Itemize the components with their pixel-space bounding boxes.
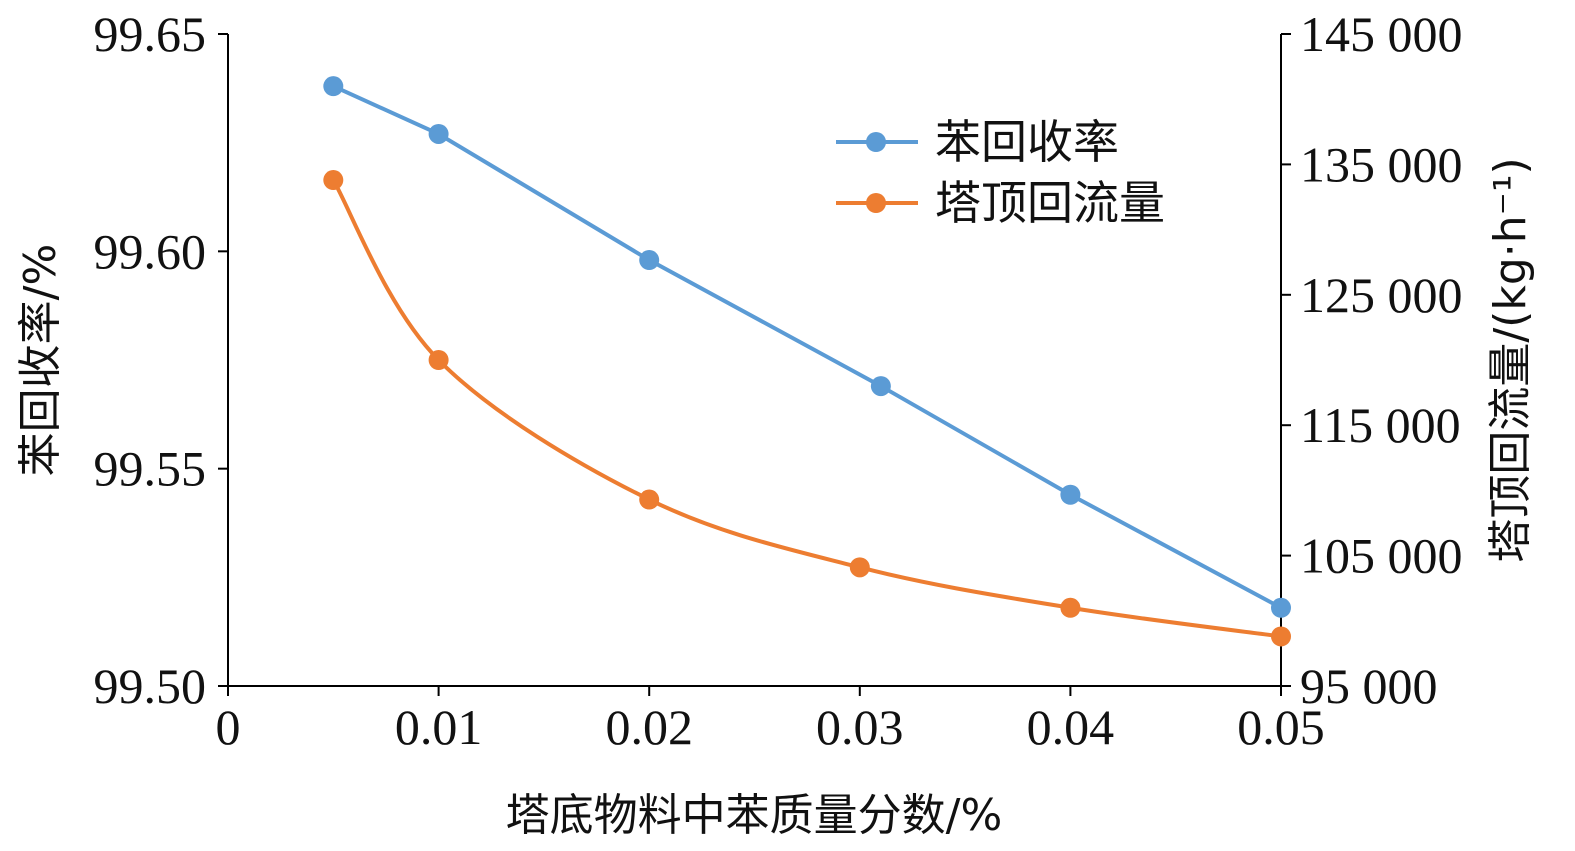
- left-y-axis-title: 苯回收率/%: [15, 244, 66, 477]
- left-y-tick-label: 99.50: [94, 658, 207, 714]
- legend-label-reflux-flow: 塔顶回流量: [935, 176, 1165, 230]
- data-point-series-0: [870, 376, 891, 397]
- left-y-tick-label: 99.60: [94, 223, 207, 279]
- x-tick-label: 0.02: [605, 699, 693, 755]
- series-line-1: [331, 179, 1282, 639]
- data-point-series-1: [1271, 626, 1291, 647]
- x-tick-label: 0.03: [816, 699, 904, 755]
- right-y-tick-label: 145 000: [1300, 6, 1463, 62]
- data-point-series-0: [1271, 597, 1291, 618]
- series-layer: [323, 76, 1291, 647]
- right-y-tick-label: 115 000: [1300, 397, 1461, 453]
- x-tick-label: 0: [216, 699, 241, 755]
- legend: 苯回收率 塔顶回流量: [836, 115, 1165, 230]
- left-y-tick-label: 99.55: [94, 441, 207, 497]
- series-line-0: [332, 84, 1282, 610]
- data-point-series-0: [323, 76, 344, 97]
- right-y-tick-label: 95 000: [1300, 658, 1438, 714]
- x-axis-title: 塔底物料中苯质量分数/%: [506, 790, 1003, 841]
- data-point-series-1: [849, 557, 870, 578]
- right-y-axis-title: 塔顶回流量/(kg·h⁻¹): [1485, 157, 1536, 562]
- ticks-layer: 0 0.01 0.02 0.03 0.04 0.05 99.50 99.55 99.60 99.6…: [94, 6, 1463, 755]
- left-y-tick-label: 99.65: [94, 6, 207, 62]
- data-point-series-0: [428, 123, 449, 144]
- x-tick-label: 0.01: [395, 699, 483, 755]
- legend-marker-benzene-recovery: [866, 132, 886, 152]
- data-point-series-1: [323, 170, 344, 191]
- data-point-series-1: [428, 350, 449, 370]
- x-tick-label: 0.04: [1027, 699, 1115, 755]
- right-y-tick-label: 125 000: [1300, 267, 1463, 323]
- right-y-tick-label: 135 000: [1300, 136, 1463, 192]
- data-point-series-0: [1060, 484, 1081, 505]
- legend-label-benzene-recovery: 苯回收率: [935, 115, 1119, 169]
- data-point-series-1: [1060, 597, 1081, 618]
- data-point-series-0: [639, 250, 660, 271]
- x-tick-label: 0.05: [1237, 699, 1325, 755]
- data-point-series-1: [639, 489, 660, 510]
- right-y-tick-label: 105 000: [1300, 528, 1463, 584]
- axes: [227, 34, 1282, 687]
- legend-marker-reflux-flow: [866, 193, 886, 213]
